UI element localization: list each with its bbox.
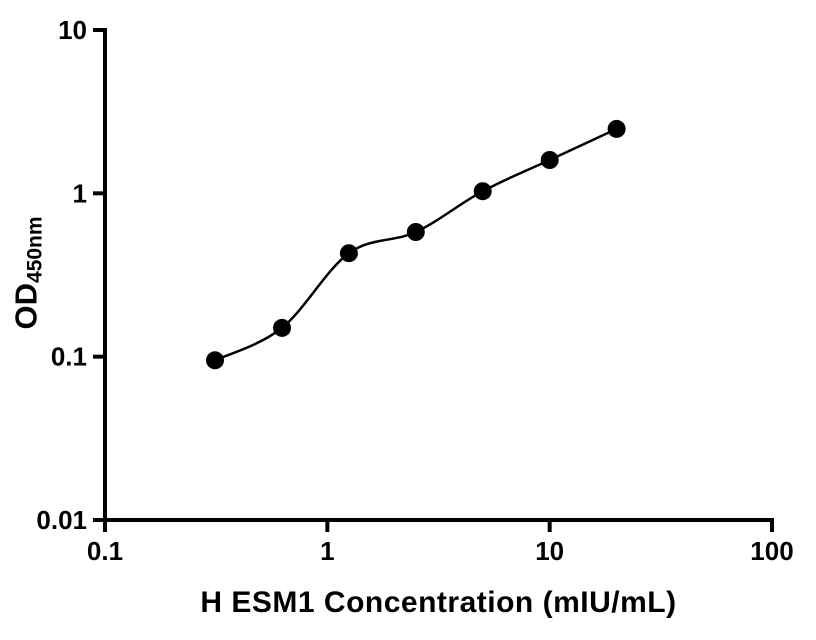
y-axis-label: OD450nm <box>9 216 48 329</box>
y-axis-label-main: OD <box>8 283 44 330</box>
y-tick-label: 10 <box>58 15 87 45</box>
y-tick-label: 1 <box>73 178 87 208</box>
x-tick-label: 10 <box>535 536 564 566</box>
data-point <box>473 182 492 201</box>
x-axis-label: H ESM1 Concentration (mIU/mL) <box>200 586 677 619</box>
data-point <box>607 119 626 138</box>
y-tick-label: 0.1 <box>51 342 87 372</box>
x-tick-label: 100 <box>750 536 793 566</box>
data-point <box>406 223 425 241</box>
data-point <box>206 351 224 370</box>
y-axis-label-subscript: 450nm <box>23 216 47 284</box>
x-tick-label: 0.1 <box>87 536 123 566</box>
data-point <box>273 318 291 337</box>
x-tick-label: 1 <box>320 536 334 566</box>
y-tick-label: 0.01 <box>36 505 87 535</box>
data-point <box>339 244 358 263</box>
data-point <box>540 151 559 169</box>
